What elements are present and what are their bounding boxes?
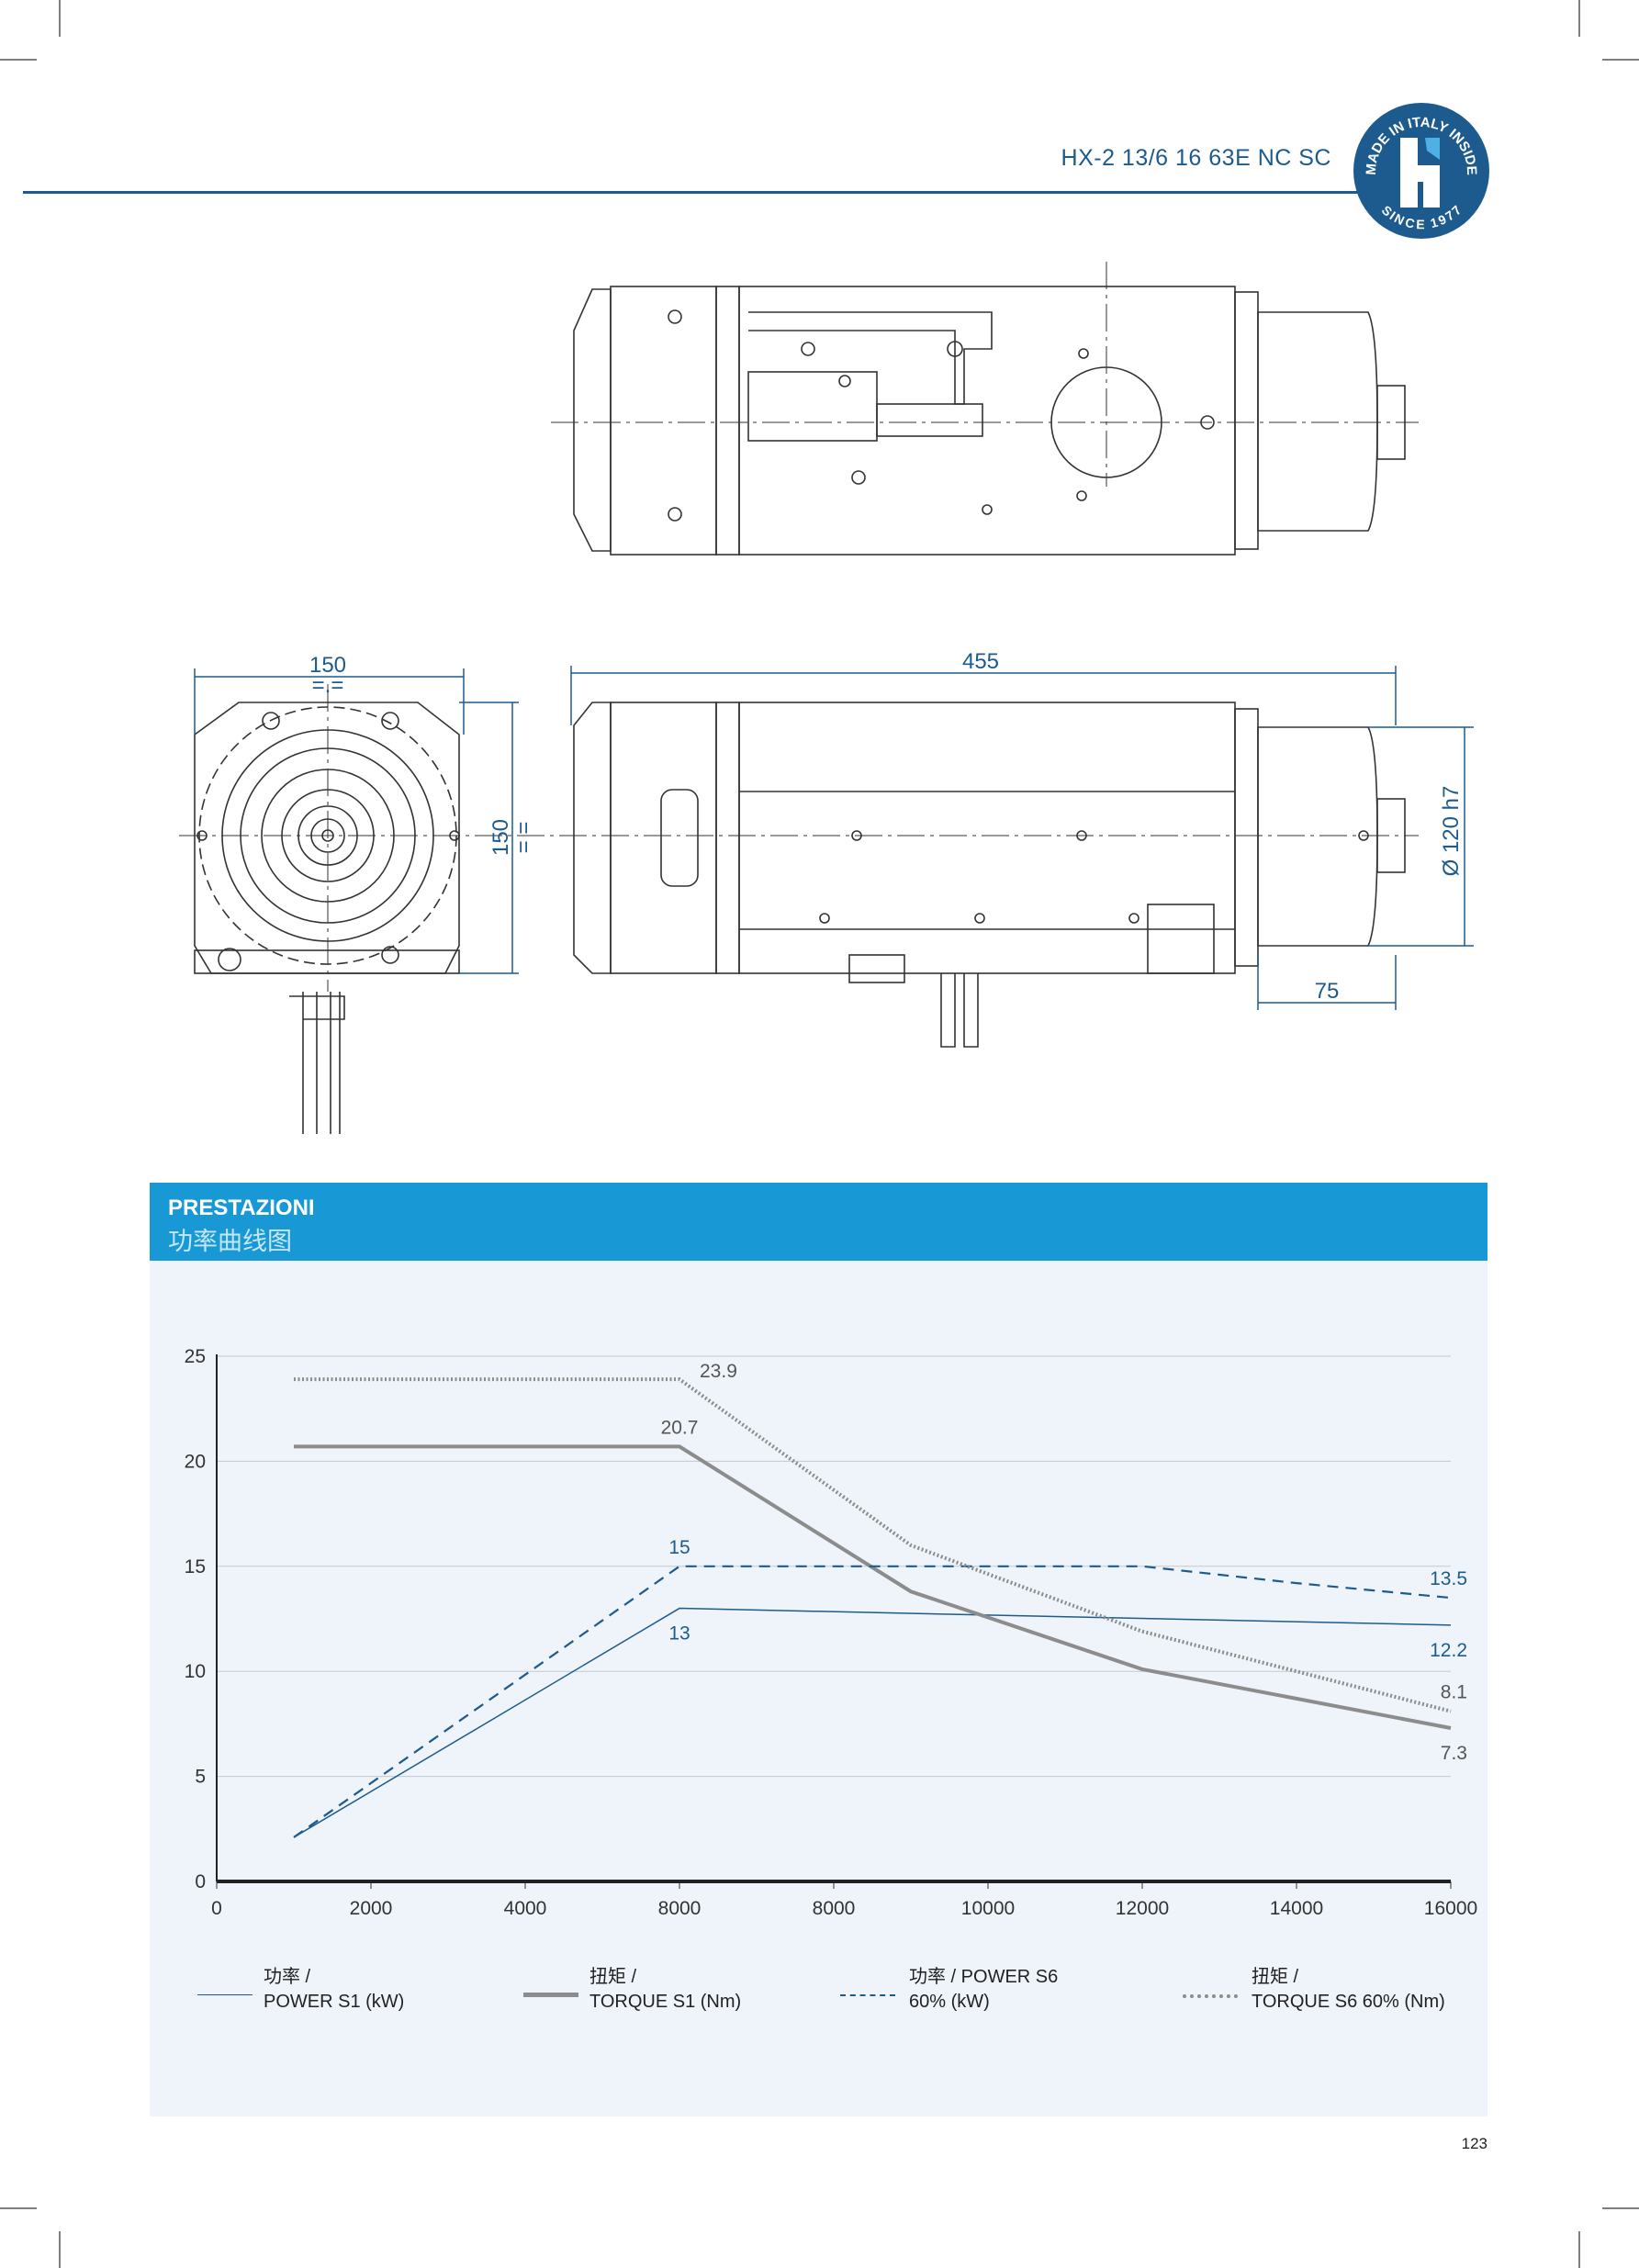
data-label: 20.7 (661, 1417, 699, 1438)
data-label: 13.5 (1430, 1568, 1467, 1589)
side-view-drawing (573, 702, 1406, 1048)
legend-power-s6: 功率 / POWER S6 60% (kW) (909, 1965, 1058, 2015)
legend-torque-s6: 扭矩 / TORQUE S6 60% (Nm) (1252, 1965, 1445, 2015)
series-line-3 (294, 1377, 1452, 1713)
x-tick-label: 0 (211, 1898, 222, 1919)
legend-label: POWER S1 (kW) (264, 1992, 405, 2012)
page-number: 123 (1461, 2135, 1487, 2152)
legend-marker-torque-s1 (523, 1993, 578, 1997)
dim-front-width: 150 (309, 653, 346, 678)
dim-nose-length: 75 (1315, 979, 1340, 1004)
series-line-2 (293, 1565, 1452, 1838)
dim-diameter: Ø 120 h7 (1439, 786, 1464, 877)
y-tick-label: 15 (185, 1556, 206, 1577)
legend-label: TORQUE S6 60% (Nm) (1252, 1992, 1445, 2012)
top-view-drawing (573, 286, 1406, 556)
data-label: 12.2 (1430, 1640, 1467, 1661)
x-tick-label: 8000 (658, 1898, 702, 1919)
data-label: 7.3 (1441, 1743, 1467, 1764)
technical-drawing: 150 =.= 150 = = 455 Ø 120 h7 75 (179, 262, 1474, 1134)
x-tick-label: 4000 (504, 1898, 547, 1919)
legend-marker-power-s6 (840, 1994, 895, 1996)
y-tick-label: 0 (195, 1871, 206, 1892)
legend-marker-power-s1 (197, 1994, 253, 1995)
section-header: PRESTAZIONI 功率曲线图 (150, 1183, 1487, 1261)
x-tick-label: 10000 (961, 1898, 1015, 1919)
x-tick-label: 16000 (1424, 1898, 1477, 1919)
x-tick-label: 2000 (350, 1898, 393, 1919)
legend-power-s1: 功率 / POWER S1 (kW) (264, 1965, 404, 2015)
series-line-1 (294, 1444, 1452, 1730)
legend-torque-s1: 扭矩 / TORQUE S1 (Nm) (589, 1965, 741, 2015)
x-tick-label: 12000 (1116, 1898, 1169, 1919)
legend-label: 60% (kW) (909, 1992, 990, 2012)
legend-label: 功率 / POWER S6 (909, 1967, 1059, 1987)
legend-label: 功率 / (264, 1967, 311, 1987)
header-divider (23, 191, 1364, 194)
data-label: 23.9 (700, 1361, 737, 1382)
series-line-0 (293, 1607, 1452, 1838)
data-label: 13 (668, 1623, 690, 1645)
data-label: 15 (668, 1537, 690, 1558)
section-title: PRESTAZIONI (168, 1196, 315, 1220)
front-view-drawing (194, 702, 460, 1134)
dim-length: 455 (962, 649, 999, 674)
y-tick-label: 10 (185, 1661, 206, 1682)
legend-label: TORQUE S1 (Nm) (589, 1992, 742, 2012)
x-tick-label: 14000 (1270, 1898, 1323, 1919)
data-label: 8.1 (1441, 1682, 1467, 1703)
section-subtitle: 功率曲线图 (168, 1228, 292, 1255)
x-tick-label: 8000 (813, 1898, 856, 1919)
dim-front-width-symmetry: =.= (312, 673, 344, 698)
dim-front-height-symmetry: = = (511, 822, 536, 854)
performance-chart: 0 5 10 15 20 25 0 2000 4000 8000 8000 10000 12000 140… (185, 1346, 1478, 1919)
y-tick-label: 20 (185, 1451, 206, 1472)
legend-marker-torque-s6 (1183, 1994, 1238, 1998)
y-tick-label: 25 (185, 1346, 206, 1367)
product-title: HX-2 13/6 16 63E NC SC (1061, 145, 1331, 171)
chart-panel (150, 1261, 1487, 2116)
y-tick-label: 5 (195, 1767, 206, 1788)
legend-label: 扭矩 / (589, 1967, 637, 1987)
made-in-italy-badge-logo: MADE IN ITALY INSIDE SINCE 1977 (1353, 103, 1489, 239)
legend-label: 扭矩 / (1252, 1967, 1299, 1987)
dim-front-height: 150 (488, 819, 513, 856)
